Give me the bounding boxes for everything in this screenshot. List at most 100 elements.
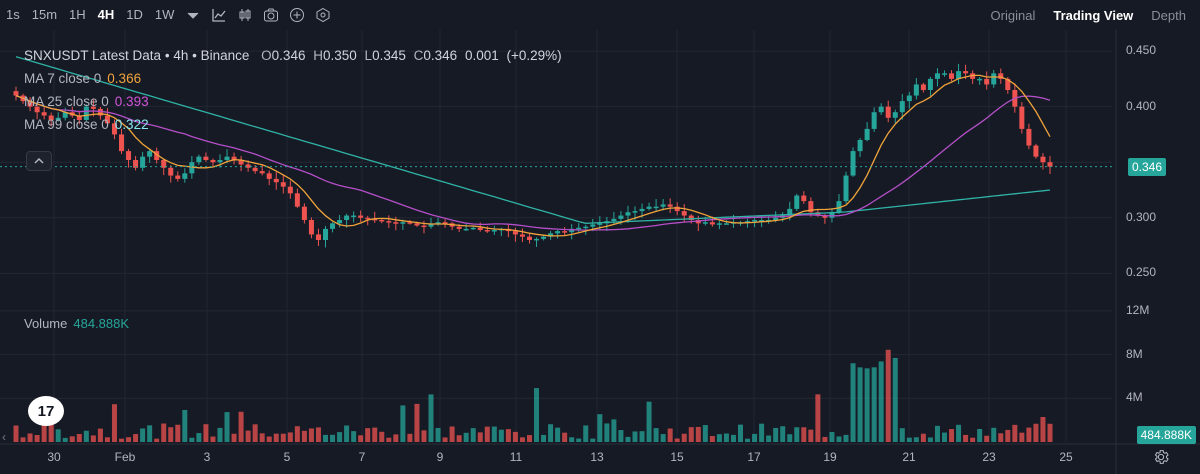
candle-body xyxy=(238,160,244,165)
volume-bar xyxy=(76,433,82,442)
tradingview-logo[interactable]: 17 xyxy=(28,396,64,426)
volume-bar xyxy=(934,425,940,442)
candle-body xyxy=(379,220,385,222)
volume-bar xyxy=(48,423,54,442)
camera-icon[interactable] xyxy=(258,0,284,30)
candle-body xyxy=(266,173,272,179)
interval-1s[interactable]: 1s xyxy=(6,7,20,22)
interval-1d[interactable]: 1D xyxy=(126,7,143,22)
volume-bar xyxy=(604,423,610,442)
candle-body xyxy=(702,222,708,224)
indicator-row-ma99[interactable]: MA 99 close 0 0.322 xyxy=(24,113,562,136)
volume-bar xyxy=(695,426,701,442)
interval-4h[interactable]: 4H xyxy=(97,7,115,22)
candle-body xyxy=(885,106,891,118)
volume-bar xyxy=(723,433,729,442)
chevron-down-icon[interactable] xyxy=(180,0,206,30)
hexagon-icon[interactable] xyxy=(310,0,336,30)
volume-bar xyxy=(639,431,645,442)
candle-body xyxy=(899,101,905,113)
candle-body xyxy=(27,101,33,107)
candle-body xyxy=(998,73,1004,79)
volume-bar xyxy=(618,430,624,442)
indicator-list: MA 7 close 0 0.366 MA 25 close 0 0.393 MA 99… xyxy=(24,67,562,136)
interval-1h[interactable]: 1H xyxy=(69,7,86,22)
collapse-legend-button[interactable] xyxy=(26,151,52,171)
candle-body xyxy=(555,231,561,234)
volume-bar xyxy=(175,424,181,442)
volume-bar xyxy=(294,426,300,442)
volume-bar xyxy=(505,429,511,442)
change-value: 0.001 xyxy=(464,48,499,63)
volume-bar xyxy=(562,432,568,442)
price-tick-label: 0.300 xyxy=(1126,209,1157,224)
volume-bar xyxy=(20,437,26,442)
gear-icon[interactable] xyxy=(1152,448,1170,466)
volume-bar xyxy=(576,438,582,442)
volume-bar xyxy=(956,424,962,442)
volume-bar xyxy=(555,427,561,442)
candle-body xyxy=(55,117,61,120)
volume-bar xyxy=(780,426,786,442)
volume-bar xyxy=(773,427,779,442)
volume-tick-label: 8M xyxy=(1126,346,1143,361)
volume-bar xyxy=(702,425,708,442)
candle-body xyxy=(941,73,947,75)
volume-bar xyxy=(133,434,139,442)
candle-body xyxy=(646,206,652,209)
volume-bar xyxy=(871,367,877,442)
volume-bar xyxy=(97,428,103,442)
tab-original[interactable]: Original xyxy=(990,7,1036,23)
volume-bar xyxy=(386,437,392,442)
legend-exchange: Binance xyxy=(200,48,250,63)
candle-body xyxy=(330,223,336,229)
ma25-line xyxy=(15,94,1051,231)
volume-bar xyxy=(168,427,174,442)
interval-1w[interactable]: 1W xyxy=(154,7,175,22)
time-tick-label: 30 xyxy=(47,450,61,464)
candle-body xyxy=(956,71,962,79)
candles-icon[interactable] xyxy=(232,0,258,30)
volume-bar xyxy=(358,435,364,442)
candle-body xyxy=(308,220,314,235)
candle-body xyxy=(470,227,476,230)
interval-15m[interactable]: 15m xyxy=(31,7,58,22)
volume-bar xyxy=(660,434,666,442)
volume-bar xyxy=(477,432,483,442)
candle-body xyxy=(534,238,540,241)
volume-bar xyxy=(147,425,153,442)
line-chart-icon[interactable] xyxy=(206,0,232,30)
indicator-label: MA 7 close 0 xyxy=(24,71,102,86)
candle-body xyxy=(463,228,469,231)
scroll-left-icon[interactable]: ‹ xyxy=(2,430,6,444)
volume-tick-label: 12M xyxy=(1126,302,1150,317)
volume-bar xyxy=(681,433,687,442)
candle-body xyxy=(442,222,448,224)
volume-label: Volume xyxy=(24,316,68,331)
plus-circle-icon[interactable] xyxy=(284,0,310,30)
indicator-label: MA 99 close 0 xyxy=(24,117,109,132)
candle-body xyxy=(548,233,554,237)
candle-body xyxy=(13,91,19,96)
volume-bar xyxy=(850,363,856,442)
tab-depth[interactable]: Depth xyxy=(1151,7,1186,23)
candle-body xyxy=(147,151,153,157)
indicator-row-ma25[interactable]: MA 25 close 0 0.393 xyxy=(24,90,562,113)
volume-bar xyxy=(963,434,969,442)
candle-body xyxy=(519,234,525,237)
volume-bar xyxy=(730,434,736,442)
time-tick-label: 19 xyxy=(823,450,837,464)
indicator-row-ma7[interactable]: MA 7 close 0 0.366 xyxy=(24,67,562,90)
volume-bar xyxy=(442,437,448,442)
candle-body xyxy=(892,112,898,118)
candle-body xyxy=(358,215,364,218)
volume-bar xyxy=(266,436,272,442)
candle-body xyxy=(963,71,969,74)
volume-bar xyxy=(245,430,251,442)
candle-body xyxy=(843,175,849,202)
chart-area[interactable]: SNXUSDT Latest Data • 4h • Binance O0.34… xyxy=(0,30,1200,474)
candle-body xyxy=(252,167,258,172)
candle-body xyxy=(970,73,976,79)
tab-trading-view[interactable]: Trading View xyxy=(1053,7,1134,23)
volume-bar xyxy=(949,429,955,442)
